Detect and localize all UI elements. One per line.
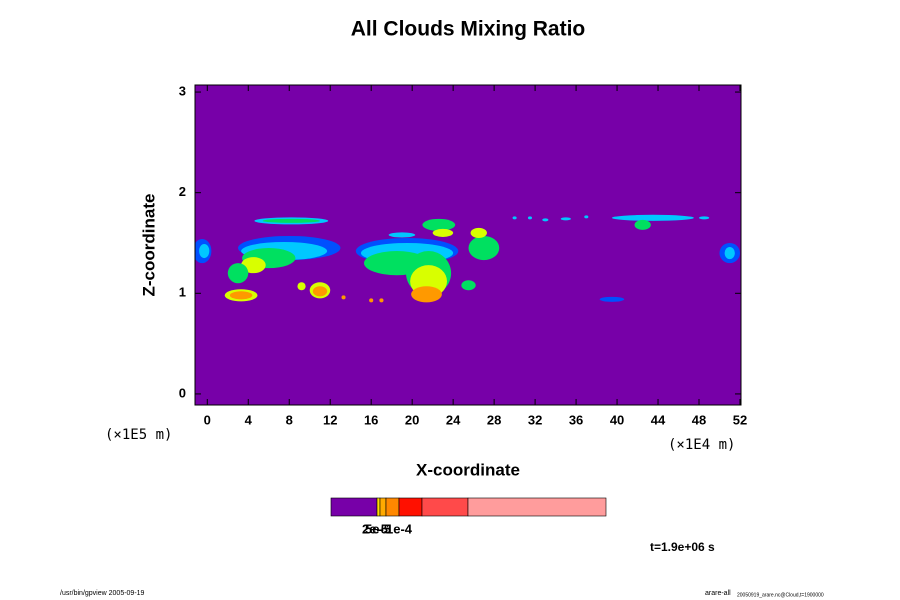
time-label: t=1.9e+06 s bbox=[650, 540, 715, 554]
cloud-patch bbox=[199, 243, 210, 259]
x-tick-label: 40 bbox=[610, 412, 624, 427]
colorbar-label: 1e-4 bbox=[386, 521, 413, 536]
cloud-patch bbox=[341, 295, 346, 300]
cloud-patch bbox=[461, 280, 476, 291]
colorbar-segment bbox=[330, 497, 378, 517]
cloud-patch bbox=[542, 218, 549, 222]
cloud-patch bbox=[262, 218, 320, 223]
colorbar-segment bbox=[379, 497, 387, 517]
cloud-patch bbox=[611, 214, 694, 221]
x-unit: (×1E4 m) bbox=[668, 437, 735, 453]
y-tick-label: 3 bbox=[179, 83, 186, 98]
colorbar-label: 2e-5 bbox=[362, 521, 388, 536]
colorbar-segment bbox=[398, 497, 423, 517]
x-tick-label: 52 bbox=[733, 412, 747, 427]
x-tick-label: 28 bbox=[487, 412, 501, 427]
footer-right-sub: 20050919_arare.nc@Cloud,t=1900000 bbox=[737, 592, 824, 598]
colorbar-segment bbox=[467, 497, 607, 517]
cloud-patch bbox=[468, 235, 500, 261]
colorbar-segment bbox=[376, 497, 381, 517]
cloud-patch bbox=[229, 291, 253, 300]
cloud-patch bbox=[527, 216, 533, 220]
footer-right: arare-all bbox=[705, 590, 731, 597]
x-tick-label: 20 bbox=[405, 412, 419, 427]
cloud-patch bbox=[699, 216, 710, 220]
y-tick-label: 1 bbox=[179, 285, 186, 300]
colorbar-label: 5e-5 bbox=[365, 521, 391, 536]
y-tick-label: 2 bbox=[179, 184, 186, 199]
cloud-patch bbox=[422, 218, 456, 231]
cloud-patch bbox=[512, 216, 517, 220]
y-tick-label: 0 bbox=[179, 385, 186, 400]
footer-left: /usr/bin/gpview 2005-09-19 bbox=[60, 590, 145, 597]
x-tick-label: 48 bbox=[692, 412, 706, 427]
plot-frame bbox=[194, 84, 742, 406]
colorbar-segment bbox=[421, 497, 469, 517]
chart-title: All Clouds Mixing Ratio bbox=[351, 18, 586, 41]
cloud-patch bbox=[634, 219, 651, 230]
x-tick-label: 32 bbox=[528, 412, 542, 427]
y-axis-label: Z-coordinate bbox=[139, 194, 158, 297]
x-axis-label: X-coordinate bbox=[416, 460, 520, 479]
cloud-patch bbox=[227, 263, 249, 284]
x-tick-label: 24 bbox=[446, 412, 461, 427]
x-tick-label: 44 bbox=[651, 412, 666, 427]
y-unit: (×1E5 m) bbox=[105, 427, 172, 443]
x-tick-label: 12 bbox=[323, 412, 337, 427]
cloud-patch bbox=[560, 217, 571, 221]
cloud-patch bbox=[724, 247, 735, 260]
cloud-patch bbox=[411, 286, 442, 303]
colorbar-segment bbox=[385, 497, 400, 517]
x-tick-label: 0 bbox=[204, 412, 211, 427]
colorbar bbox=[330, 497, 607, 517]
x-tick-label: 16 bbox=[364, 412, 378, 427]
x-tick-label: 8 bbox=[286, 412, 293, 427]
cloud-patch bbox=[312, 286, 328, 297]
cloud-patch bbox=[297, 282, 306, 291]
cloud-patch bbox=[369, 298, 374, 303]
cloud-patch bbox=[599, 296, 625, 302]
cloud-patch bbox=[584, 215, 589, 219]
cloud-patch bbox=[432, 228, 454, 237]
cloud-patch bbox=[388, 232, 416, 238]
x-tick-label: 36 bbox=[569, 412, 583, 427]
cloud-patch bbox=[379, 298, 384, 303]
x-tick-label: 4 bbox=[245, 412, 253, 427]
cloud-field bbox=[195, 214, 740, 303]
cloud-patch bbox=[470, 227, 487, 238]
